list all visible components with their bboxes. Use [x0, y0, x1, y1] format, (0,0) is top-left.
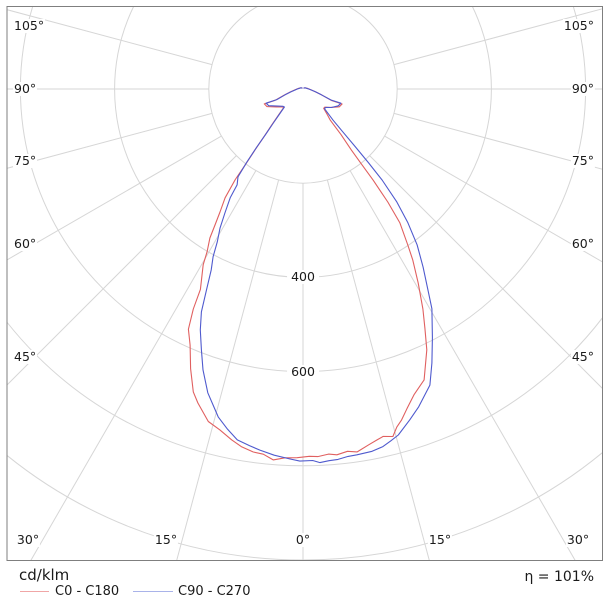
angle-label-right-90: 90°	[570, 81, 595, 96]
angle-label-bottom-30: 30°	[565, 532, 591, 547]
angle-label-right-60: 60°	[570, 236, 595, 251]
angle-label-right-45: 45°	[570, 349, 595, 364]
angle-label-left-90: 90°	[13, 81, 38, 96]
curve-c90-c270	[199, 87, 433, 464]
legend-swatch-c0-c180	[20, 591, 49, 592]
legend-swatch-c90-c270	[133, 591, 173, 592]
legend-label-c90-c270: C90 - C270	[178, 584, 251, 599]
angle-label-left-60: 60°	[13, 236, 38, 251]
angle-label-bottom--15: 15°	[153, 532, 179, 547]
efficiency-label: η = 101%	[524, 569, 594, 585]
angle-label-left-105: 105°	[13, 18, 46, 33]
angle-label-bottom-15: 15°	[427, 532, 453, 547]
ring-value-label-600: 600	[287, 364, 319, 379]
angle-label-left-75: 75°	[13, 153, 38, 168]
angle-label-left-45: 45°	[13, 349, 38, 364]
angle-label-right-105: 105°	[562, 18, 595, 33]
legend-label-c0-c180: C0 - C180	[55, 584, 120, 599]
units-label: cd/klm	[19, 566, 70, 584]
angle-label-bottom--30: 30°	[15, 532, 41, 547]
angle-label-bottom-0: 0°	[294, 532, 312, 547]
angle-label-right-75: 75°	[570, 153, 595, 168]
ring-value-label-400: 400	[287, 270, 319, 285]
